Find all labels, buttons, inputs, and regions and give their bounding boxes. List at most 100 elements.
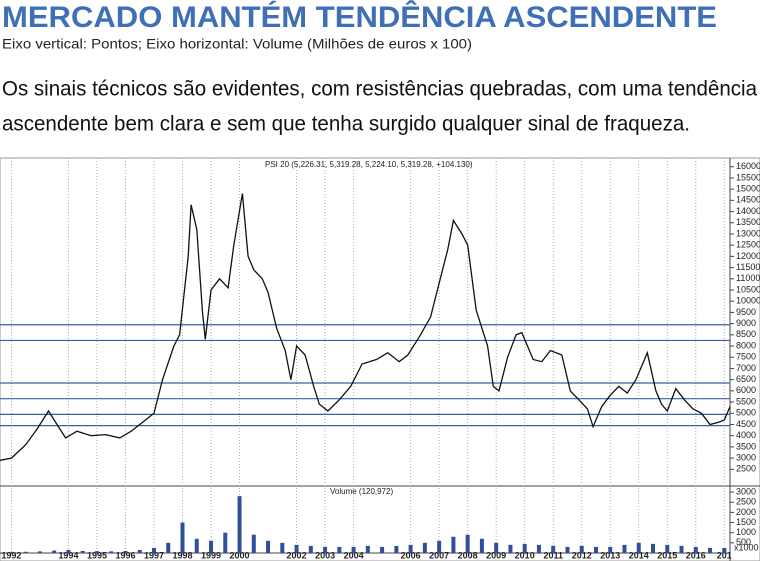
y-tick-label: 4500 <box>736 419 756 429</box>
y-tick-label: 12500 <box>736 240 760 250</box>
title: MERCADO MANTÉM TENDÊNCIA ASCENDENTE <box>2 0 717 34</box>
x-tick-label: 2008 <box>458 550 478 560</box>
volume-bar <box>23 551 28 553</box>
x-tick-label: 2013 <box>600 550 620 560</box>
y-tick-label: 15500 <box>736 172 760 182</box>
body-text: Os sinais técnicos são evidentes, com re… <box>2 78 757 101</box>
x-tick-label: 2004 <box>344 550 364 560</box>
x-tick-label: 2011 <box>543 550 563 560</box>
volume-bar <box>536 544 541 553</box>
volume-bar <box>251 534 256 553</box>
volume-bar <box>408 544 413 553</box>
x-tick-label: 2003 <box>315 550 335 560</box>
volume-bar <box>180 522 185 553</box>
volume-bar <box>422 542 427 553</box>
y-tick-label: 7500 <box>736 352 756 362</box>
volume-bar <box>451 536 456 553</box>
volume-bar <box>94 551 99 553</box>
volume-bar <box>722 547 727 553</box>
volume-bar <box>337 546 342 553</box>
x-tick-label: 2006 <box>401 550 421 560</box>
y-tick-label: 12000 <box>736 251 760 261</box>
volume-bar <box>522 543 527 553</box>
x-tick-label: 1995 <box>87 550 107 560</box>
y-tick-label: 15000 <box>736 184 760 194</box>
volume-bar <box>351 546 356 553</box>
volume-bar <box>9 551 14 553</box>
volume-bar <box>593 546 598 553</box>
x-tick-label: 2012 <box>572 550 592 560</box>
y-tick-label: 8500 <box>736 329 756 339</box>
volume-bar <box>323 546 328 553</box>
x-tick-label: 1996 <box>115 550 135 560</box>
volume-bar <box>508 544 513 553</box>
annotation: Volume (120,972) <box>330 487 393 496</box>
y-tick-label: 8000 <box>736 340 756 350</box>
y-tick-label: 3000 <box>736 486 756 496</box>
annotation: PSI 20 (5,226.31, 5,319.28, 5,224.10, 5,… <box>265 160 473 169</box>
x-tick-label: 1999 <box>201 550 221 560</box>
y-tick-label: 7000 <box>736 363 756 373</box>
volume-bar <box>651 543 656 553</box>
volume-bar <box>551 545 556 553</box>
volume-bar <box>365 545 370 553</box>
volume-bar <box>223 532 228 553</box>
volume-bar <box>565 546 570 553</box>
y-tick-label: 2000 <box>736 507 756 517</box>
volume-bar <box>137 549 142 553</box>
volume-bar <box>209 540 214 553</box>
x-tick-label: 1994 <box>58 550 78 560</box>
volume-bar <box>109 551 114 553</box>
volume-bar <box>693 546 698 553</box>
chart-frame <box>0 157 760 561</box>
x-tick-label: 1992 <box>1 550 21 560</box>
y-tick-label: 10500 <box>736 284 760 294</box>
x-tick-label: 2009 <box>486 550 506 560</box>
volume-bar <box>494 542 499 553</box>
volume-bar <box>394 545 399 553</box>
y-tick-label: 6500 <box>736 374 756 384</box>
unit-label: x1000 <box>734 542 759 552</box>
x-tick-label: 2007 <box>429 550 449 560</box>
y-tick-label: 2500 <box>736 464 756 474</box>
y-tick-label: 13000 <box>736 228 760 238</box>
y-tick-label: 9000 <box>736 318 756 328</box>
volume-bar <box>636 542 641 553</box>
y-tick-label: 14500 <box>736 195 760 205</box>
x-tick-label: 2016 <box>686 550 706 560</box>
x-tick-label: 2010 <box>515 550 535 560</box>
volume-bar <box>151 547 156 553</box>
volume-bar <box>679 545 684 553</box>
x-tick-label: 201 <box>717 550 732 560</box>
volume-bar <box>294 544 299 553</box>
volume-bar <box>380 546 385 553</box>
volume-bar <box>437 540 442 553</box>
y-tick-label: 5000 <box>736 408 756 418</box>
y-tick-label: 500 <box>736 537 751 547</box>
y-tick-label: 5500 <box>736 396 756 406</box>
volume-bar <box>80 550 85 553</box>
volume-bar <box>579 545 584 553</box>
y-tick-label: 9500 <box>736 307 756 317</box>
x-tick-label: 1998 <box>172 550 192 560</box>
subtitle: Eixo vertical: Pontos; Eixo horizontal: … <box>2 36 472 52</box>
y-tick-label: 3500 <box>736 441 756 451</box>
volume-bar <box>123 550 128 553</box>
volume-bar <box>622 544 627 553</box>
body-text: ascendente bem clara e sem que tenha sur… <box>2 113 690 136</box>
volume-bar <box>66 549 71 553</box>
volume-bar <box>237 496 242 553</box>
x-tick-label: 2014 <box>629 550 649 560</box>
x-tick-label: 2015 <box>657 550 677 560</box>
y-tick-label: 10000 <box>736 296 760 306</box>
y-tick-label: 6000 <box>736 385 756 395</box>
y-tick-label: 13500 <box>736 217 760 227</box>
volume-bar <box>166 542 171 553</box>
x-tick-label: 2000 <box>230 550 250 560</box>
y-tick-label: 1500 <box>736 517 756 527</box>
volume-bar <box>52 550 57 553</box>
volume-bar <box>665 544 670 553</box>
y-tick-label: 3000 <box>736 452 756 462</box>
x-tick-label: 1997 <box>144 550 164 560</box>
